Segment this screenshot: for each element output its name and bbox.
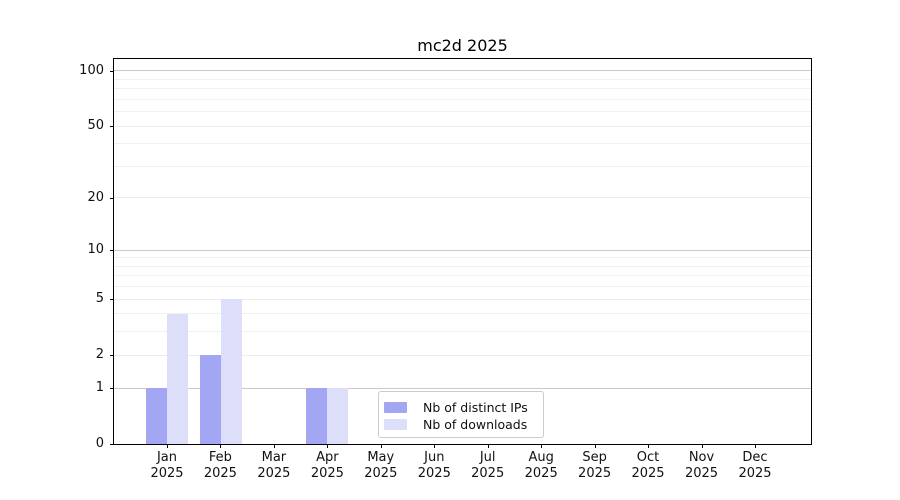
y-axis-tick-label: 0 (95, 436, 104, 451)
x-tick-year: 2025 (203, 466, 237, 481)
grid-line-minor (114, 98, 811, 100)
x-tick-mark (594, 444, 596, 448)
x-tick-mark (380, 444, 382, 448)
x-tick-year: 2025 (364, 466, 398, 481)
bar-distinct-ips (306, 388, 328, 444)
x-tick-year: 2025 (631, 466, 665, 481)
x-axis-tick-label: Mar 2025 (242, 450, 306, 482)
grid-line-minor (114, 111, 811, 113)
y-tick-mark (110, 444, 114, 445)
grid-line-major (114, 354, 811, 356)
legend-entry-distinct-ips: Nb of distinct IPs (384, 399, 543, 416)
grid-line-minor (114, 286, 811, 288)
grid-line-minor (114, 257, 811, 259)
legend-label-distinct-ips: Nb of distinct IPs (423, 400, 528, 415)
y-axis-tick-label: 100 (79, 62, 104, 78)
y-axis-tick-label: 1 (95, 380, 104, 395)
x-tick-mark (648, 444, 649, 448)
legend: Nb of distinct IPs Nb of downloads (378, 391, 544, 438)
x-axis-tick-label: Nov 2025 (670, 450, 734, 482)
x-tick-month: Nov (688, 450, 715, 465)
y-axis-tick-label: 5 (95, 291, 104, 307)
legend-swatch-distinct-ips (384, 402, 407, 413)
x-axis-tick-label: Feb 2025 (188, 450, 252, 482)
bar-downloads (167, 313, 188, 444)
x-tick-year: 2025 (257, 466, 291, 481)
y-tick-mark (110, 355, 114, 357)
x-axis-tick-label: Oct 2025 (616, 450, 680, 482)
y-tick-mark (110, 70, 114, 72)
x-axis-tick-label: Jul 2025 (456, 450, 520, 482)
y-tick-mark (110, 388, 114, 389)
x-tick-year: 2025 (150, 466, 184, 481)
x-axis-tick-label: Dec 2025 (723, 450, 787, 482)
x-tick-month: May (367, 450, 395, 465)
y-axis-tick-label: 2 (95, 347, 104, 363)
x-tick-year: 2025 (310, 466, 344, 481)
x-tick-month: Apr (316, 450, 339, 465)
grid-line-minor (114, 165, 811, 167)
x-axis-tick-label: Aug 2025 (509, 450, 573, 482)
legend-entry-downloads: Nb of downloads (384, 416, 543, 433)
x-tick-month: Jun (424, 450, 445, 465)
legend-label-downloads: Nb of downloads (423, 417, 528, 432)
x-axis-tick-label: Sep 2025 (563, 450, 627, 482)
bar-downloads (327, 388, 349, 444)
grid-line-major (114, 70, 811, 72)
plot-area: Nb of distinct IPs Nb of downloads (113, 58, 812, 445)
x-axis-tick-label: May 2025 (349, 450, 413, 482)
x-tick-mark (487, 444, 489, 448)
x-tick-mark (220, 444, 222, 448)
x-axis-tick-label: Jan 2025 (135, 450, 199, 482)
y-axis-tick-label: 50 (87, 118, 104, 134)
grid-line-major (114, 298, 811, 300)
grid-line-minor (114, 78, 811, 80)
grid-line-major (114, 125, 811, 127)
chart-title: mc2d 2025 (417, 36, 508, 55)
grid-line-minor (114, 143, 811, 145)
grid-line-minor (114, 265, 811, 267)
x-tick-month: Feb (208, 450, 232, 465)
grid-line-minor (114, 313, 811, 315)
y-tick-mark (110, 126, 114, 128)
x-axis-tick-label: Jun 2025 (402, 450, 466, 482)
y-axis-tick-label: 20 (87, 189, 104, 205)
x-tick-year: 2025 (578, 466, 612, 481)
x-tick-mark (701, 444, 703, 448)
y-tick-mark (110, 299, 114, 301)
x-tick-mark (755, 444, 756, 448)
x-axis-tick-label: Apr 2025 (295, 450, 359, 482)
x-tick-month: Mar (261, 450, 287, 465)
x-tick-mark (434, 444, 436, 448)
x-tick-month: Jan (156, 450, 178, 465)
grid-line-major (114, 249, 811, 251)
x-tick-year: 2025 (684, 466, 719, 481)
grid-line-minor (114, 331, 811, 333)
x-tick-mark (541, 444, 543, 448)
bar-distinct-ips (199, 355, 221, 444)
bar-distinct-ips (146, 388, 167, 444)
x-tick-month: Oct (636, 450, 660, 465)
y-axis-tick-label: 10 (87, 242, 104, 258)
x-tick-month: Aug (528, 450, 554, 465)
grid-line-major (114, 387, 811, 389)
grid-line-minor (114, 88, 811, 90)
x-tick-mark (273, 444, 275, 448)
x-tick-year: 2025 (417, 466, 451, 481)
bar-downloads (220, 299, 242, 444)
x-tick-month: Sep (582, 450, 607, 465)
x-tick-year: 2025 (524, 466, 558, 481)
x-tick-mark (167, 444, 168, 448)
y-tick-mark (110, 250, 114, 252)
grid-line-major (114, 197, 811, 199)
x-tick-month: Jul (479, 450, 496, 465)
legend-swatch-downloads (384, 419, 407, 430)
x-tick-mark (327, 444, 329, 448)
x-tick-month: Dec (742, 450, 768, 465)
x-tick-year: 2025 (738, 466, 772, 481)
grid-line-minor (114, 275, 811, 277)
y-tick-mark (110, 197, 114, 199)
x-tick-year: 2025 (471, 466, 505, 481)
